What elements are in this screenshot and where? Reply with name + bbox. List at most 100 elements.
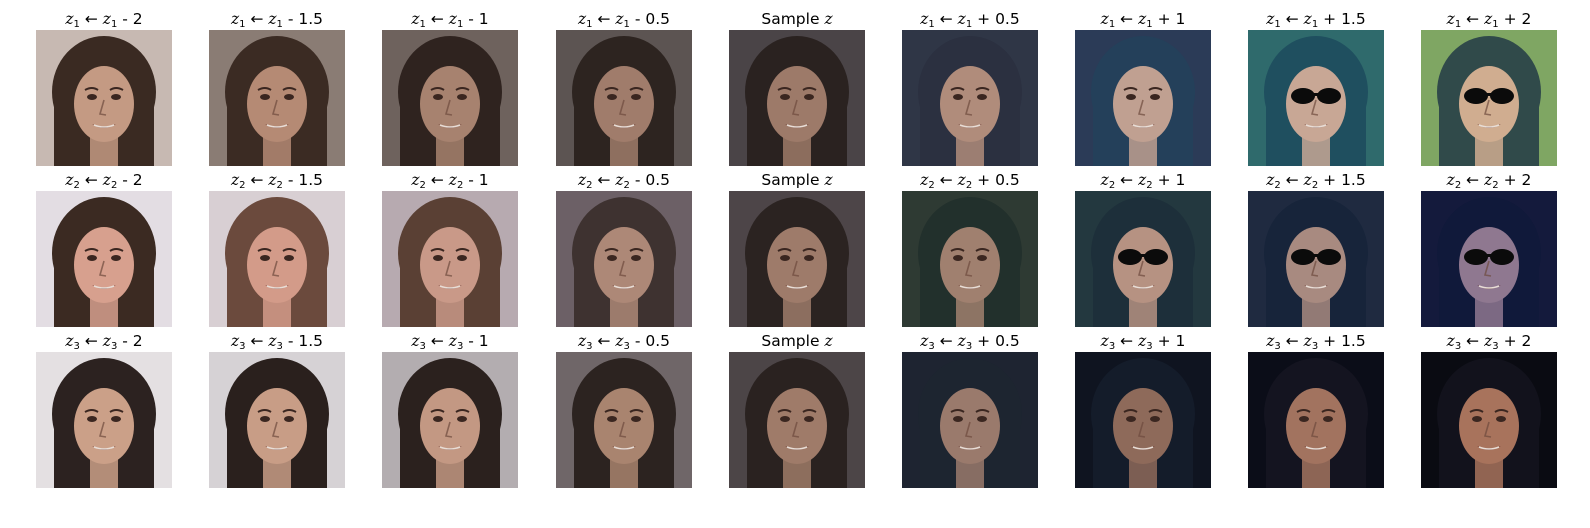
delta-value: + 1	[1157, 171, 1186, 189]
delta-value: - 1	[468, 171, 489, 189]
latent-variable: z1	[65, 10, 80, 30]
cell-caption: z2 ← z2 - 1	[342, 169, 558, 191]
latent-variable: z1	[448, 10, 464, 30]
cell-caption: z2 ← z2 + 0.5	[862, 169, 1078, 191]
cell-caption: z3 ← z3 + 2	[1381, 330, 1590, 352]
latent-variable: z3	[615, 332, 630, 352]
arrow-glyph: ←	[1120, 171, 1134, 189]
face-image	[556, 30, 692, 166]
latent-variable: z2	[920, 171, 935, 191]
delta-value: + 0.5	[977, 171, 1020, 189]
latent-variable: z1	[1303, 10, 1319, 30]
delta-value: - 1.5	[287, 10, 324, 28]
sample-variable: z	[824, 171, 833, 189]
latent-variable: z2	[1303, 171, 1319, 191]
delta-value: - 1	[468, 332, 489, 350]
delta-value: + 2	[1503, 10, 1532, 28]
face-image	[729, 191, 865, 327]
latent-variable: z2	[957, 171, 973, 191]
latent-variable: z2	[1484, 171, 1499, 191]
latent-variable: z2	[1100, 171, 1116, 191]
cell-caption: z1 ← z1 - 0.5	[516, 8, 732, 30]
cell-caption: z1 ← z1 + 0.5	[862, 8, 1078, 30]
cell-caption: z3 ← z3 + 0.5	[862, 330, 1078, 352]
delta-value: + 1	[1157, 332, 1186, 350]
latent-variable: z3	[1266, 332, 1281, 352]
latent-variable: z3	[65, 332, 80, 352]
arrow-glyph: ←	[1285, 171, 1299, 189]
cell-caption: z1 ← z1 + 1	[1035, 8, 1251, 30]
face-image	[1248, 352, 1384, 488]
sample-label: Sample	[761, 10, 820, 28]
arrow-glyph: ←	[250, 171, 264, 189]
arrow-glyph: ←	[1120, 10, 1134, 28]
cell-caption: z1 ← z1 - 2	[0, 8, 212, 30]
cell-caption: z2 ← z2 - 2	[0, 169, 212, 191]
delta-value: + 0.5	[977, 10, 1020, 28]
delta-value: - 1.5	[287, 332, 324, 350]
delta-value: + 1.5	[1323, 171, 1366, 189]
face-image	[1248, 191, 1384, 327]
arrow-glyph: ←	[430, 332, 444, 350]
latent-variable: z2	[102, 171, 118, 191]
latent-variable: z1	[268, 10, 283, 30]
latent-variable: z2	[230, 171, 246, 191]
cell-caption: z3 ← z3 - 1	[342, 330, 558, 352]
face-image	[1421, 191, 1557, 327]
latent-variable: z3	[1484, 332, 1499, 352]
cell-caption: z3 ← z3 - 1.5	[169, 330, 385, 352]
arrow-glyph: ←	[1466, 171, 1480, 189]
arrow-glyph: ←	[939, 171, 953, 189]
arrow-glyph: ←	[1466, 10, 1480, 28]
latent-variable: z3	[1446, 332, 1462, 352]
face-image	[36, 191, 172, 327]
cell-caption: z2 ← z2 - 1.5	[169, 169, 385, 191]
sample-label: Sample	[761, 332, 820, 350]
arrow-glyph: ←	[1285, 10, 1299, 28]
latent-variable: z3	[448, 332, 464, 352]
latent-variable: z2	[1138, 171, 1153, 191]
cell-caption: z1 ← z1 + 2	[1381, 8, 1590, 30]
face-image	[1248, 30, 1384, 166]
face-image	[1421, 30, 1557, 166]
arrow-glyph: ←	[939, 10, 953, 28]
latent-variable: z2	[1266, 171, 1281, 191]
latent-variable: z2	[448, 171, 464, 191]
face-image	[729, 30, 865, 166]
latent-variable: z2	[268, 171, 283, 191]
face-image	[382, 30, 518, 166]
cell-caption: Sample z	[689, 8, 905, 30]
delta-value: + 0.5	[977, 332, 1020, 350]
sample-variable: z	[824, 332, 833, 350]
latent-variable: z3	[1303, 332, 1319, 352]
face-image	[382, 191, 518, 327]
delta-value: - 0.5	[634, 10, 671, 28]
delta-value: + 1.5	[1323, 10, 1366, 28]
arrow-glyph: ←	[250, 10, 264, 28]
arrow-glyph: ←	[597, 332, 611, 350]
cell-caption: z1 ← z1 + 1.5	[1208, 8, 1424, 30]
latent-variable: z2	[65, 171, 80, 191]
delta-value: - 1	[468, 10, 489, 28]
cell-caption: z2 ← z2 + 2	[1381, 169, 1590, 191]
cell-caption: Sample z	[689, 169, 905, 191]
latent-variable: z1	[102, 10, 118, 30]
latent-variable: z3	[411, 332, 426, 352]
arrow-glyph: ←	[84, 171, 98, 189]
sample-variable: z	[824, 10, 833, 28]
delta-value: - 0.5	[634, 171, 671, 189]
face-image	[209, 191, 345, 327]
arrow-glyph: ←	[1120, 332, 1134, 350]
latent-variable: z1	[411, 10, 426, 30]
delta-value: + 2	[1503, 332, 1532, 350]
arrow-glyph: ←	[597, 171, 611, 189]
latent-variable: z3	[1100, 332, 1116, 352]
latent-variable: z1	[1484, 10, 1499, 30]
latent-variable: z1	[1138, 10, 1153, 30]
latent-variable: z3	[1138, 332, 1153, 352]
arrow-glyph: ←	[597, 10, 611, 28]
face-image	[1421, 352, 1557, 488]
latent-variable: z3	[957, 332, 973, 352]
face-image	[556, 352, 692, 488]
